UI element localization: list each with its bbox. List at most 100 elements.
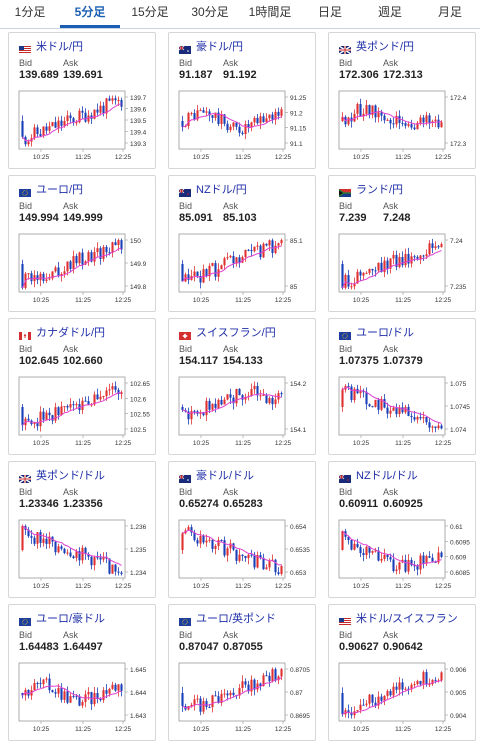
- candle-body: [111, 564, 114, 574]
- tab-6[interactable]: 日足: [317, 5, 342, 19]
- ask-label: Ask: [383, 487, 399, 497]
- tab-1[interactable]: 1分足: [14, 5, 46, 19]
- y-tick-label: 0.6535: [290, 547, 310, 554]
- au-flag-icon: [178, 41, 191, 54]
- candle-body: [422, 672, 425, 685]
- pair-name[interactable]: NZドル/円: [196, 184, 247, 196]
- candle-body: [196, 110, 199, 120]
- rate-card[interactable]: ユーロ/円 Bid Ask 149.994 149.999 150 149.9 149.8 10…: [8, 175, 156, 312]
- rate-card[interactable]: ユーロ/豪ドル Bid Ask 1.64483 1.64497 1.645 1.644 1.6…: [8, 604, 156, 741]
- pair-name[interactable]: ユーロ/豪ドル: [36, 613, 106, 625]
- candle-body: [368, 404, 371, 407]
- tab-3[interactable]: 15分足: [131, 5, 169, 19]
- rate-card[interactable]: 英ポンド/ドル Bid Ask 1.23346 1.23356 1.236 1.235 1.2…: [8, 461, 156, 598]
- bid-value: 172.306: [339, 69, 379, 81]
- candle-body: [181, 121, 184, 127]
- candle-body: [78, 696, 81, 706]
- pair-name[interactable]: 米ドル/円: [36, 41, 84, 53]
- tab-4[interactable]: 30分足: [191, 5, 229, 19]
- x-tick-label: 12:25: [435, 726, 452, 733]
- mini-candlestick-chart[interactable]: 154.2 154.1 10:25 11:25 12:25: [175, 375, 311, 451]
- mini-candlestick-chart[interactable]: 0.906 0.905 0.904 10:25 11:25 12:25: [335, 661, 471, 737]
- rate-card[interactable]: スイスフラン/円 Bid Ask 154.117 154.133 154.2 154.1 10…: [168, 318, 316, 455]
- rate-card[interactable]: NZドル/円 Bid Ask 85.091 85.103 85.1 85 10:25 11:25…: [168, 175, 316, 312]
- candle-body: [365, 391, 368, 405]
- candle-body: [60, 406, 63, 416]
- rate-card[interactable]: NZドル/ドル Bid Ask 0.60911 0.60925 0.61 0.6095 0.6…: [328, 461, 476, 598]
- mini-candlestick-chart[interactable]: 150 149.9 149.8 10:25 11:25 12:25: [15, 232, 151, 308]
- rate-card[interactable]: カナダドル/円 Bid Ask 102.645 102.660 102.65 102.6 10…: [8, 318, 156, 455]
- tab-7[interactable]: 週足: [377, 5, 402, 19]
- rate-card[interactable]: ランド/円 Bid Ask 7.239 7.248 7.24 7.235 10:25 11:25…: [328, 175, 476, 312]
- candle-body: [268, 397, 271, 404]
- candle-body: [57, 546, 60, 553]
- mini-candlestick-chart[interactable]: 1.075 1.0745 1.074 10:25 11:25 12:25: [335, 375, 471, 451]
- x-tick-label: 11:25: [395, 726, 411, 733]
- x-tick-label: 10:25: [33, 726, 50, 733]
- pair-name[interactable]: スイスフラン/円: [196, 327, 276, 339]
- candle-body: [27, 689, 30, 696]
- candle-body: [401, 256, 404, 266]
- candle-body: [280, 109, 283, 116]
- candle-body: [66, 115, 69, 122]
- mini-candlestick-chart[interactable]: 172.4 172.3 10:25 11:25 12:25: [335, 89, 471, 165]
- rate-card[interactable]: ユーロ/ドル Bid Ask 1.07375 1.07379 1.075 1.0745 1.0…: [328, 318, 476, 455]
- candle-body: [45, 279, 48, 281]
- candle-body: [392, 686, 395, 696]
- candle-body: [108, 252, 111, 254]
- candle-body: [190, 113, 193, 115]
- pair-name[interactable]: NZドル/ドル: [356, 470, 418, 482]
- y-tick-label: 1.234: [130, 570, 147, 577]
- candle-body: [69, 404, 72, 408]
- mini-candlestick-chart[interactable]: 7.24 7.235 10:25 11:25 12:25: [335, 232, 471, 308]
- pair-name[interactable]: カナダドル/円: [36, 327, 106, 339]
- mini-candlestick-chart[interactable]: 102.65 102.6 102.55 102.5 10:25 11:25 12:25: [15, 375, 151, 451]
- pair-name[interactable]: ランド/円: [356, 184, 404, 196]
- candle-body: [371, 694, 374, 703]
- candle-body: [241, 132, 244, 135]
- pair-name[interactable]: ユーロ/円: [36, 184, 84, 196]
- candle-body: [277, 111, 280, 116]
- pair-name[interactable]: 英ポンド/円: [356, 41, 415, 53]
- candle-body: [425, 254, 428, 257]
- pair-name[interactable]: 米ドル/スイスフラン: [356, 613, 458, 625]
- candle-body: [362, 113, 365, 117]
- x-tick-label: 12:25: [115, 726, 132, 733]
- rate-card[interactable]: 豪ドル/円 Bid Ask 91.187 91.192 91.25 91.2 91.15 91.…: [168, 32, 316, 169]
- candle-body: [404, 688, 407, 690]
- candle-body: [437, 552, 440, 563]
- tab-5[interactable]: 1時間足: [248, 5, 292, 19]
- candle-body: [253, 385, 256, 390]
- rate-card[interactable]: 米ドル/スイスフラン Bid Ask 0.90627 0.90642 0.906 0.905…: [328, 604, 476, 741]
- ask-value: 0.90642: [383, 641, 423, 653]
- y-tick-label: 172.4: [450, 95, 467, 102]
- mini-candlestick-chart[interactable]: 0.654 0.6535 0.653 10:25 11:25 12:25: [175, 518, 311, 594]
- rate-card[interactable]: 米ドル/円 Bid Ask 139.689 139.691 139.7 139.6 139.5…: [8, 32, 156, 169]
- tab-8[interactable]: 月足: [437, 5, 462, 19]
- mini-candlestick-chart[interactable]: 1.645 1.644 1.643 10:25 11:25 12:25: [15, 661, 151, 737]
- mini-candlestick-chart[interactable]: 85.1 85 10:25 11:25 12:25: [175, 232, 311, 308]
- mini-candlestick-chart[interactable]: 139.7 139.6 139.5 139.4 139.3 10:25 11:25 12:25: [15, 89, 151, 165]
- candle-body: [108, 98, 111, 101]
- x-tick-label: 11:25: [75, 154, 91, 161]
- rate-card[interactable]: 豪ドル/ドル Bid Ask 0.65274 0.65283 0.654 0.6535 0.6…: [168, 461, 316, 598]
- rate-card[interactable]: 英ポンド/円 Bid Ask 172.306 172.313 172.4 172.3 10:2…: [328, 32, 476, 169]
- us-flag-icon: [19, 41, 31, 54]
- pair-name[interactable]: 豪ドル/ドル: [196, 470, 255, 482]
- mini-candlestick-chart[interactable]: 91.25 91.2 91.15 91.1 10:25 11:25 12:25: [175, 89, 311, 165]
- mini-candlestick-chart[interactable]: 0.8705 0.87 0.8695 10:25 11:25 12:25: [175, 661, 311, 737]
- pair-name[interactable]: 豪ドル/円: [196, 41, 244, 53]
- y-tick-label: 0.6095: [450, 539, 470, 546]
- candle-body: [39, 683, 42, 685]
- pair-name[interactable]: 英ポンド/ドル: [36, 470, 106, 482]
- candle-body: [389, 410, 392, 414]
- pair-name[interactable]: ユーロ/英ポンド: [196, 613, 277, 625]
- tab-2[interactable]: 5分足: [60, 0, 120, 28]
- pair-name[interactable]: ユーロ/ドル: [356, 327, 415, 339]
- rate-card[interactable]: ユーロ/英ポンド Bid Ask 0.87047 0.87055 0.8705 0.87 0.…: [168, 604, 316, 741]
- ask-value: 154.133: [223, 355, 263, 367]
- candle-body: [81, 110, 84, 113]
- mini-candlestick-chart[interactable]: 1.236 1.235 1.234 10:25 11:25 12:25: [15, 518, 151, 594]
- candle-body: [341, 116, 344, 121]
- mini-candlestick-chart[interactable]: 0.61 0.6095 0.609 0.6085 10:25 11:25 12:25: [335, 518, 471, 594]
